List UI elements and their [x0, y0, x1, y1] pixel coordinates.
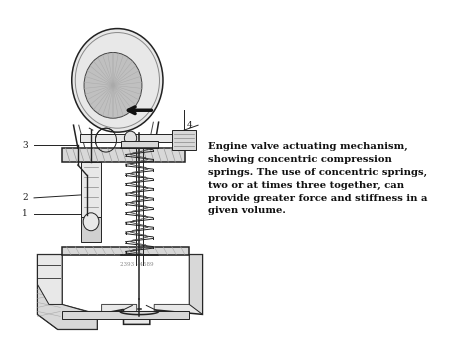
Ellipse shape [130, 51, 154, 73]
Bar [81, 217, 101, 242]
Polygon shape [80, 134, 180, 142]
Polygon shape [37, 255, 202, 329]
Polygon shape [37, 255, 62, 305]
Circle shape [72, 29, 163, 132]
Bar [81, 162, 101, 217]
Bar [172, 130, 196, 150]
Circle shape [84, 52, 142, 118]
Bar [62, 247, 189, 255]
Circle shape [83, 213, 99, 231]
Text: 2393 - 4589: 2393 - 4589 [120, 262, 154, 267]
Polygon shape [62, 148, 185, 162]
Bar [62, 311, 189, 319]
Text: Engine valve actuating mechanism,
showing concentric compression
springs. The us: Engine valve actuating mechanism, showin… [208, 142, 428, 215]
Text: 4: 4 [186, 121, 192, 130]
Text: 1: 1 [22, 209, 28, 218]
Polygon shape [37, 255, 97, 329]
Bar [121, 141, 158, 148]
Polygon shape [62, 255, 189, 311]
Text: 2: 2 [22, 193, 28, 202]
Text: 3: 3 [22, 141, 28, 150]
Circle shape [124, 131, 137, 145]
Polygon shape [189, 255, 202, 314]
